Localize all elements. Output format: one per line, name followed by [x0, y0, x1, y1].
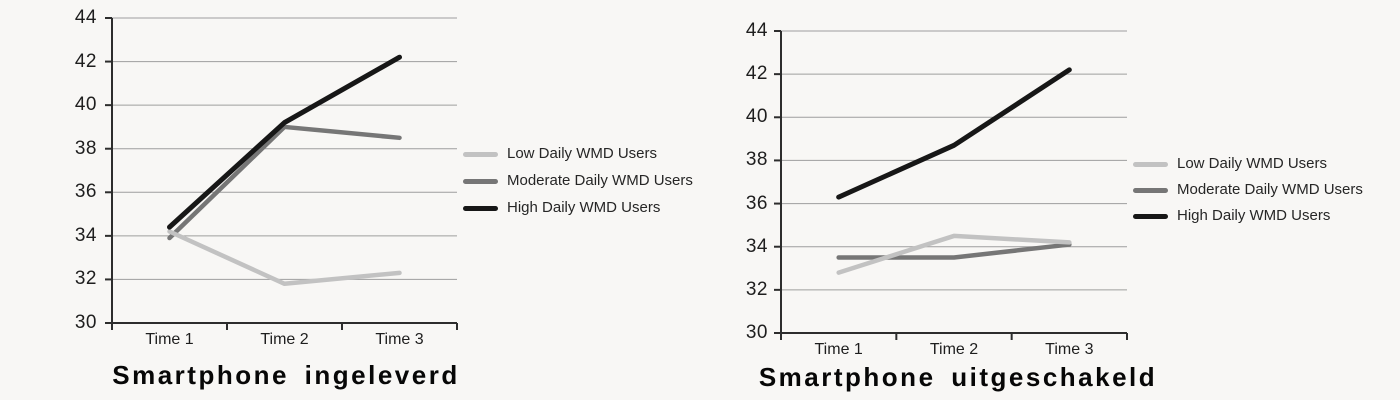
legend-label: Moderate Daily WMD Users [1177, 181, 1363, 198]
gridlines [112, 17, 457, 280]
legend-line-swatch-icon [463, 151, 498, 157]
legend-item-high-daily-wmd-users: High Daily WMD Users [463, 198, 660, 218]
chart-smartphone-ingeleverd: 44 42 40 38 36 34 32 30 Time 1 Time 2 Time 3 Low Da… [74, 7, 693, 390]
legend-item-high-daily-wmd-users: High Daily WMD Users [1133, 206, 1330, 226]
gridlines [781, 30, 1127, 291]
y-axis-tick-label: 44 [745, 20, 768, 41]
legend-line-swatch-icon [463, 178, 498, 184]
legend-line-swatch-icon [1133, 161, 1168, 167]
legend-label: Low Daily WMD Users [1177, 155, 1328, 172]
y-axis-tick-label: 30 [745, 322, 768, 343]
series-line-low-daily-wmd-users [836, 233, 1072, 275]
y-axis-tick-label: 44 [74, 7, 97, 28]
y-axis-tick-label: 36 [74, 181, 97, 203]
legend-line-swatch-icon [1133, 187, 1168, 193]
series-line-low-daily-wmd-users [167, 229, 402, 287]
y-axis-tick-label: 30 [74, 312, 97, 333]
x-axis-category-label: Time 3 [1045, 341, 1094, 358]
y-axis-tick-label: 42 [745, 63, 768, 85]
axes [774, 30, 1128, 340]
legend-item-moderate-daily-wmd-users: Moderate Daily WMD Users [463, 171, 693, 191]
series-line-moderate-daily-wmd-users [836, 242, 1072, 260]
y-axis-tick-label: 32 [74, 268, 97, 290]
chart-title: Smartphone ingeleverd [112, 360, 460, 390]
series-line-moderate-daily-wmd-users [167, 124, 402, 241]
legend-label: High Daily WMD Users [507, 199, 661, 216]
y-axis-tick-label: 32 [745, 278, 768, 300]
legend-line-swatch-icon [1133, 213, 1168, 219]
x-axis-category-label: Time 2 [260, 331, 309, 348]
y-axis-tick-label: 40 [745, 106, 768, 128]
y-axis-tick-label: 38 [745, 149, 768, 171]
legend-item-moderate-daily-wmd-users: Moderate Daily WMD Users [1133, 180, 1363, 200]
x-axis-category-label: Time 3 [375, 331, 424, 348]
legend-line-swatch-icon [463, 205, 498, 211]
y-axis-tick-label: 36 [745, 192, 768, 214]
legend-label: High Daily WMD Users [1177, 207, 1331, 224]
x-axis-category-label: Time 1 [145, 331, 194, 348]
legend-item-low-daily-wmd-users: Low Daily WMD Users [463, 144, 657, 164]
legend-label: Moderate Daily WMD Users [507, 172, 693, 189]
legend-item-low-daily-wmd-users: Low Daily WMD Users [1133, 154, 1327, 174]
plot-area [774, 30, 1128, 340]
chart-title: Smartphone uitgeschakeld [758, 362, 1158, 392]
x-axis-category-label: Time 1 [814, 341, 863, 358]
plot-area [105, 17, 458, 330]
y-axis-tick-label: 42 [74, 50, 97, 72]
y-axis-tick-label: 34 [74, 224, 97, 246]
y-axis-tick-label: 38 [74, 137, 97, 159]
legend-label: Low Daily WMD Users [507, 145, 658, 162]
axes [105, 17, 458, 330]
chart-smartphone-uitgeschakeld: 44 42 40 38 36 34 32 30 Time 1 Time 2 Time 3 Low Da… [700, 0, 1400, 400]
x-axis-category-label: Time 2 [929, 341, 979, 358]
y-axis-tick-label: 34 [745, 235, 768, 257]
series-line-high-daily-wmd-users [167, 54, 402, 230]
y-axis-tick-label: 40 [74, 94, 97, 116]
series-line-high-daily-wmd-users [836, 67, 1072, 200]
